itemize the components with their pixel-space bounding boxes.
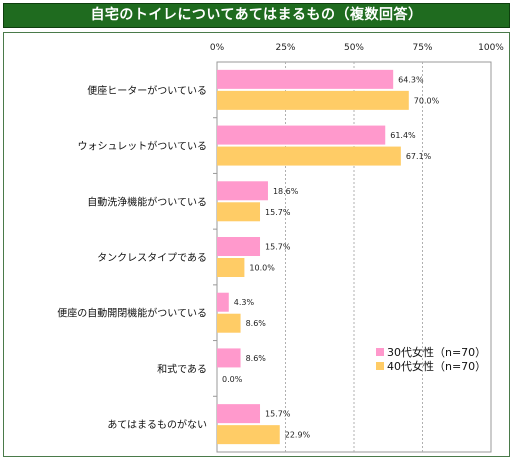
category-label: 便座の自動開閉機能がついている xyxy=(57,307,207,320)
bar xyxy=(217,181,268,201)
x-tick-label: 0% xyxy=(210,43,225,53)
x-tick-label: 25% xyxy=(275,43,295,53)
x-tick-label: 50% xyxy=(344,43,364,53)
bar xyxy=(217,69,394,89)
category-label: あてはまるものがない xyxy=(107,418,207,431)
data-label: 18.6% xyxy=(273,187,299,196)
legend-swatch xyxy=(376,362,384,370)
bar xyxy=(217,313,241,333)
bar xyxy=(217,404,261,424)
data-label: 61.4% xyxy=(390,131,416,140)
bar xyxy=(217,425,280,445)
legend-label: 30代女性（n=70） xyxy=(387,345,486,359)
data-label: 67.1% xyxy=(406,152,432,161)
bar xyxy=(217,348,241,368)
legend-swatch xyxy=(376,348,384,356)
data-label: 15.7% xyxy=(265,208,291,217)
bar xyxy=(217,237,261,256)
data-label: 8.6% xyxy=(246,319,267,328)
category-label: 便座ヒーターがついている xyxy=(87,84,207,97)
category-label: ウォシュレットがついている xyxy=(78,140,208,153)
legend-label: 40代女性（n=70） xyxy=(387,359,486,373)
data-label: 64.3% xyxy=(398,75,424,84)
bar xyxy=(217,258,245,277)
category-label: 自動洗浄機能がついている xyxy=(87,195,207,208)
bar xyxy=(217,90,409,110)
category-label: 和式である xyxy=(157,362,207,375)
bar xyxy=(217,202,261,222)
data-label: 4.3% xyxy=(234,298,255,307)
x-tick-label: 100% xyxy=(478,43,504,53)
category-label: タンクレスタイプである xyxy=(97,252,207,264)
chart-title: 自宅のトイレについてあてはまるもの（複数回答） xyxy=(3,3,510,28)
data-label: 8.6% xyxy=(246,354,267,363)
data-label: 15.7% xyxy=(265,243,291,252)
data-label: 22.9% xyxy=(285,431,311,440)
data-label: 15.7% xyxy=(265,410,291,419)
bar xyxy=(217,292,229,312)
bar xyxy=(217,125,386,145)
data-label: 70.0% xyxy=(414,96,440,105)
data-label: 0.0% xyxy=(222,375,243,384)
data-label: 10.0% xyxy=(249,264,275,273)
plot-area xyxy=(216,61,492,453)
bar xyxy=(217,146,401,166)
x-tick-label: 75% xyxy=(412,43,432,53)
